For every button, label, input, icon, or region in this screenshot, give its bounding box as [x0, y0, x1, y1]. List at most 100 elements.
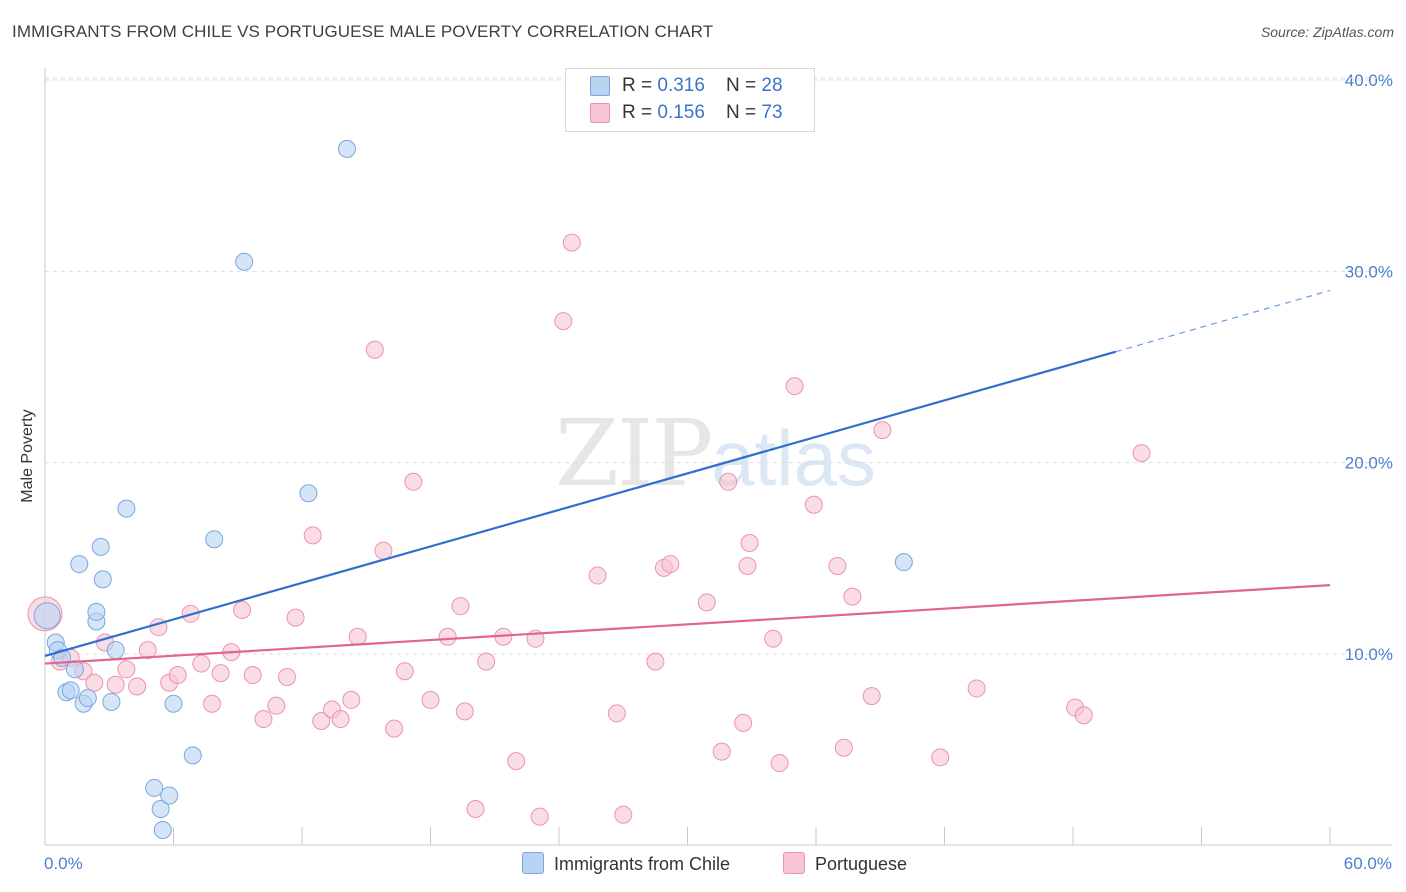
chile-data-point: [151, 799, 170, 818]
portuguese-data-point: [588, 566, 607, 585]
portuguese-data-point: [873, 421, 892, 440]
portuguese-data-point: [455, 702, 474, 721]
chile-data-point: [78, 689, 97, 708]
chile-data-point: [145, 778, 164, 797]
portuguese-data-point: [192, 654, 211, 673]
portuguese-data-point: [562, 233, 581, 252]
portuguese-data-point: [738, 556, 757, 575]
portuguese-data-point: [843, 587, 862, 606]
portuguese-r-label: R =: [622, 102, 658, 123]
portuguese-n-label: N =: [726, 102, 762, 123]
bottom-legend-chile-label: Immigrants from Chile: [554, 854, 731, 874]
chile-data-point: [117, 499, 136, 518]
source-label: Source: ZipAtlas.com: [1260, 24, 1394, 40]
portuguese-swatch-icon: [590, 103, 610, 123]
x-tick-label-min: 0.0%: [44, 854, 83, 873]
chart-title: IMMIGRANTS FROM CHILE VS PORTUGUESE MALE…: [12, 22, 714, 41]
chile-data-point: [337, 139, 356, 158]
portuguese-data-point: [862, 687, 881, 706]
chile-data-point: [61, 681, 80, 700]
chile-trend-line: [44, 350, 1117, 657]
chile-n-label: N =: [726, 75, 762, 96]
chile-data-point: [65, 660, 84, 679]
portuguese-data-point: [286, 608, 305, 627]
portuguese-data-point: [438, 627, 457, 646]
chile-data-point: [87, 602, 106, 621]
portuguese-data-point: [507, 752, 526, 771]
portuguese-data-point: [211, 664, 230, 683]
bottom-legend-portuguese-label: Portuguese: [815, 854, 908, 874]
chile-data-point: [160, 786, 179, 805]
portuguese-data-point: [554, 312, 573, 331]
portuguese-data-point: [395, 662, 414, 681]
portuguese-data-point: [785, 377, 804, 396]
portuguese-data-point: [661, 555, 680, 574]
portuguese-data-point: [374, 541, 393, 560]
portuguese-data-point: [243, 666, 262, 685]
chile-data-point: [183, 746, 202, 765]
portuguese-data-point: [312, 711, 331, 730]
y-tick-label: 10.0%: [1345, 645, 1393, 664]
chile-r-value: 0.316: [657, 75, 705, 96]
bottom-legend-chile: Immigrants from Chile: [522, 852, 730, 875]
portuguese-data-point: [466, 799, 485, 818]
portuguese-data-point: [106, 675, 125, 694]
y-tick-label: 20.0%: [1345, 454, 1393, 473]
stats-legend: R = 0.316 N = 28 R = 0.156 N = 73: [565, 68, 815, 132]
portuguese-data-point: [254, 710, 273, 729]
chile-r-label: R =: [622, 75, 658, 96]
chile-data-point: [93, 570, 112, 589]
portuguese-data-point: [342, 690, 361, 709]
portuguese-data-point: [267, 696, 286, 715]
chile-data-point: [70, 555, 89, 574]
portuguese-data-point: [1074, 706, 1093, 725]
portuguese-data-point: [931, 748, 950, 767]
bottom-legend-portuguese: Portuguese: [783, 852, 907, 875]
portuguese-data-point: [740, 534, 759, 553]
chile-data-point: [91, 537, 110, 556]
chile-data-point: [106, 641, 125, 660]
portuguese-data-point: [1132, 444, 1151, 463]
portuguese-data-point: [233, 600, 252, 619]
portuguese-data-point: [128, 677, 147, 696]
portuguese-data-point: [385, 719, 404, 738]
x-tick-label-max: 60.0%: [1343, 854, 1392, 873]
portuguese-data-point: [451, 597, 470, 616]
portuguese-data-point: [85, 673, 104, 692]
chile-data-point: [235, 252, 254, 271]
portuguese-legend-swatch-icon: [783, 852, 805, 874]
portuguese-data-point: [614, 805, 633, 824]
chile-data-point: [164, 694, 183, 713]
portuguese-data-point: [404, 472, 423, 491]
chile-data-point: [153, 821, 172, 840]
portuguese-data-point: [697, 593, 716, 612]
portuguese-data-point: [365, 340, 384, 359]
portuguese-data-point: [303, 526, 322, 545]
portuguese-data-point: [421, 690, 440, 709]
portuguese-data-point: [331, 710, 350, 729]
portuguese-data-point: [828, 556, 847, 575]
portuguese-data-point: [477, 652, 496, 671]
chile-data-point: [205, 530, 224, 549]
chile-data-point: [33, 602, 61, 630]
chile-trend-extension: [1115, 289, 1331, 353]
chile-data-point: [102, 692, 121, 711]
chile-data-point: [299, 484, 318, 503]
portuguese-data-point: [168, 666, 187, 685]
portuguese-data-point: [804, 495, 823, 514]
chile-data-point: [894, 553, 913, 572]
portuguese-data-point: [770, 754, 789, 773]
portuguese-data-point: [764, 629, 783, 648]
portuguese-data-point: [530, 807, 549, 826]
portuguese-trend-line: [44, 584, 1331, 665]
portuguese-data-point: [203, 694, 222, 713]
portuguese-data-point: [646, 652, 665, 671]
portuguese-data-point: [138, 641, 157, 660]
portuguese-r-value: 0.156: [657, 102, 705, 123]
portuguese-data-point: [734, 713, 753, 732]
portuguese-data-point: [348, 627, 367, 646]
chile-n-value: 28: [761, 75, 783, 96]
portuguese-n-value: 73: [761, 102, 783, 123]
y-tick-label: 30.0%: [1345, 262, 1393, 281]
